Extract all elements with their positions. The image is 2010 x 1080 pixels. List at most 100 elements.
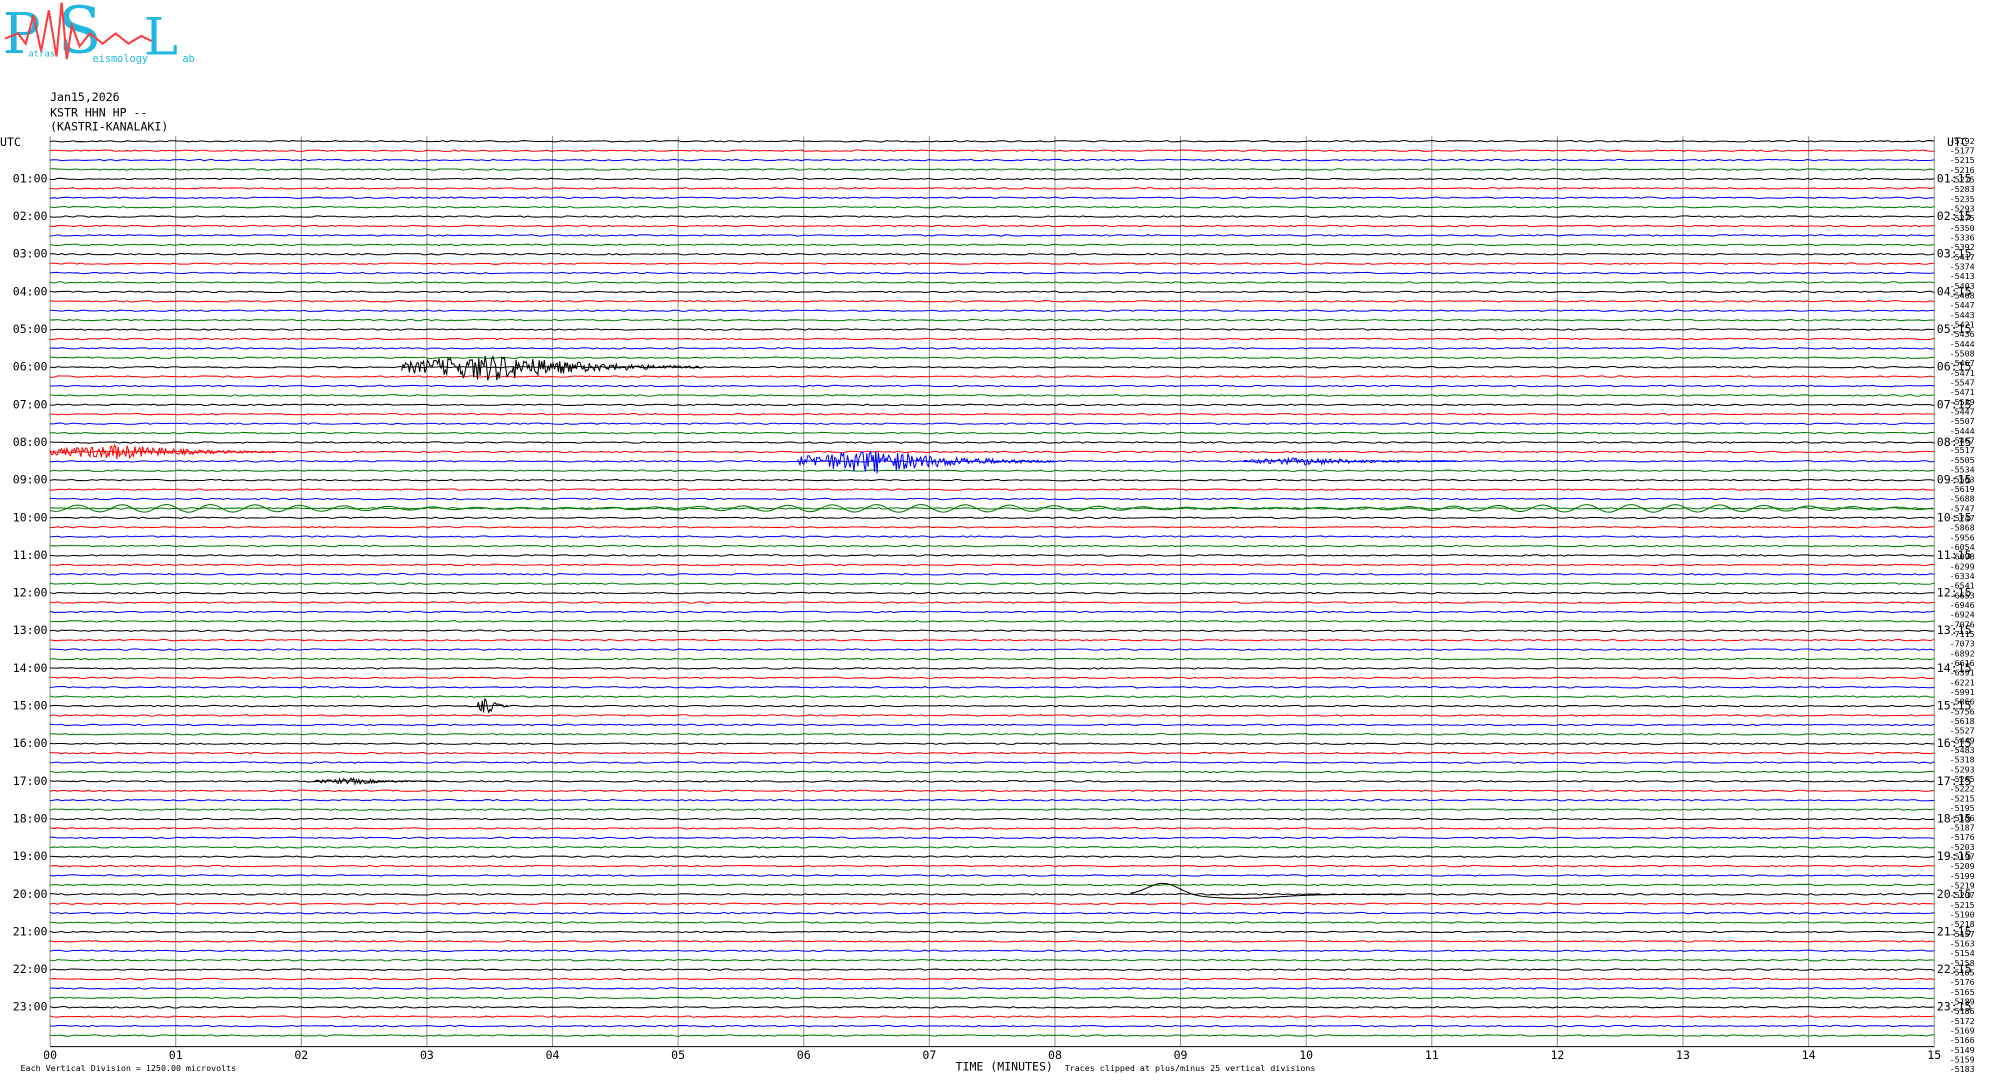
offset-label: -5209 [1950, 861, 1975, 871]
hour-label-right: 01:15 [1937, 171, 1972, 185]
offset-label: -5392 [1950, 242, 1975, 252]
event-trace [1243, 456, 1457, 466]
hour-label-right: 05:15 [1937, 322, 1972, 336]
trace [50, 893, 1935, 896]
offset-label: -5192 [1950, 136, 1975, 146]
x-tick-label: 06 [797, 1048, 811, 1062]
offset-label: -5447 [1950, 407, 1975, 417]
hour-label: 20:00 [13, 887, 48, 901]
trace [50, 252, 1935, 256]
trace [49, 469, 1935, 472]
logo-letter: L [144, 8, 178, 68]
x-tick-label: 05 [671, 1048, 685, 1062]
hour-label: 07:00 [13, 397, 48, 411]
offset-label: -5413 [1950, 271, 1975, 281]
trace [50, 629, 1935, 632]
hour-label: 10:00 [13, 510, 48, 524]
x-tick-label: 01 [169, 1048, 183, 1062]
offset-label: -5265 [1950, 774, 1975, 784]
event-trace [476, 697, 509, 714]
trace [50, 723, 1935, 727]
trace [49, 968, 1935, 971]
trace [49, 1006, 1935, 1009]
offset-label: -5172 [1950, 1016, 1975, 1026]
offset-label: -5350 [1950, 223, 1975, 233]
offset-label: -5216 [1950, 165, 1975, 175]
hour-label: 05:00 [13, 322, 48, 336]
trace [50, 1024, 1935, 1028]
offset-label: -5215 [1950, 900, 1975, 910]
trace [49, 911, 1935, 915]
offset-label: -5747 [1950, 513, 1975, 523]
offset-label: -5508 [1950, 349, 1975, 359]
offset-label: -6653 [1950, 590, 1975, 600]
right-axis-title: UTC [1947, 135, 1968, 149]
hour-label: 22:00 [13, 962, 48, 976]
offset-label: -7076 [1950, 619, 1975, 629]
trace [50, 638, 1935, 642]
hour-label-right: 18:15 [1937, 812, 1972, 826]
x-tick-label: 15 [1927, 1048, 1941, 1062]
offset-label: -6334 [1950, 571, 1975, 581]
trace [49, 610, 1935, 614]
trace [49, 770, 1935, 774]
offset-label: -5527 [1950, 726, 1975, 736]
scale-note: Each Vertical Division = 1250.00 microvo… [21, 1063, 237, 1073]
trace [50, 977, 1935, 981]
offset-label: -5195 [1950, 803, 1975, 813]
offset-label: -5483 [1950, 745, 1975, 755]
trace [50, 337, 1935, 341]
trace [49, 271, 1935, 275]
offset-label: -5444 [1950, 339, 1975, 349]
offset-label: -5207 [1950, 890, 1975, 900]
trace [50, 902, 1935, 905]
hour-label: 16:00 [13, 736, 48, 750]
x-tick-label: 00 [43, 1048, 57, 1062]
trace [50, 554, 1935, 557]
x-tick-label: 02 [294, 1048, 308, 1062]
trace [49, 196, 1935, 199]
trace [49, 846, 1935, 849]
trace [50, 751, 1935, 755]
trace [49, 591, 1935, 595]
trace [50, 1034, 1935, 1037]
trace [50, 488, 1935, 491]
trace [50, 328, 1935, 331]
trace [50, 525, 1935, 529]
offset-label: -5618 [1950, 716, 1975, 726]
hour-label-right: 04:15 [1937, 284, 1972, 298]
trace [50, 431, 1935, 435]
hour-label-right: 08:15 [1937, 435, 1972, 449]
offset-label: -5293 [1950, 203, 1975, 213]
trace [50, 394, 1935, 397]
trace [50, 300, 1935, 303]
trace [49, 582, 1935, 585]
trace [50, 864, 1935, 868]
offset-label: -5186 [1950, 813, 1975, 823]
trace [50, 648, 1935, 651]
offset-label: -5449 [1950, 735, 1975, 745]
offset-label: -5199 [1950, 871, 1975, 881]
offset-label: -5447 [1950, 300, 1975, 310]
hour-label-right: 21:15 [1937, 924, 1972, 938]
offset-label: -5619 [1950, 484, 1975, 494]
hour-label: 19:00 [13, 849, 48, 863]
trace [50, 347, 1935, 350]
offset-label: -5471 [1950, 368, 1975, 378]
hour-label-right: 06:15 [1937, 360, 1972, 374]
trace [49, 996, 1935, 1000]
offset-label: -7115 [1950, 629, 1975, 639]
offset-label: -5275 [1950, 213, 1975, 223]
hour-label: 11:00 [13, 548, 48, 562]
hour-label-right: 19:15 [1937, 849, 1972, 863]
trace [50, 413, 1935, 416]
logo-word: atras [28, 49, 55, 59]
x-tick-label: 04 [546, 1048, 560, 1062]
hour-label: 14:00 [13, 661, 48, 675]
offset-label: -5408 [1950, 291, 1975, 301]
hour-label-right: 15:15 [1937, 699, 1972, 713]
offset-label: -5688 [1950, 494, 1975, 504]
date: Jan15,2026 [50, 90, 120, 104]
offset-label: -5222 [1950, 784, 1975, 794]
x-tick-label: 03 [420, 1048, 434, 1062]
